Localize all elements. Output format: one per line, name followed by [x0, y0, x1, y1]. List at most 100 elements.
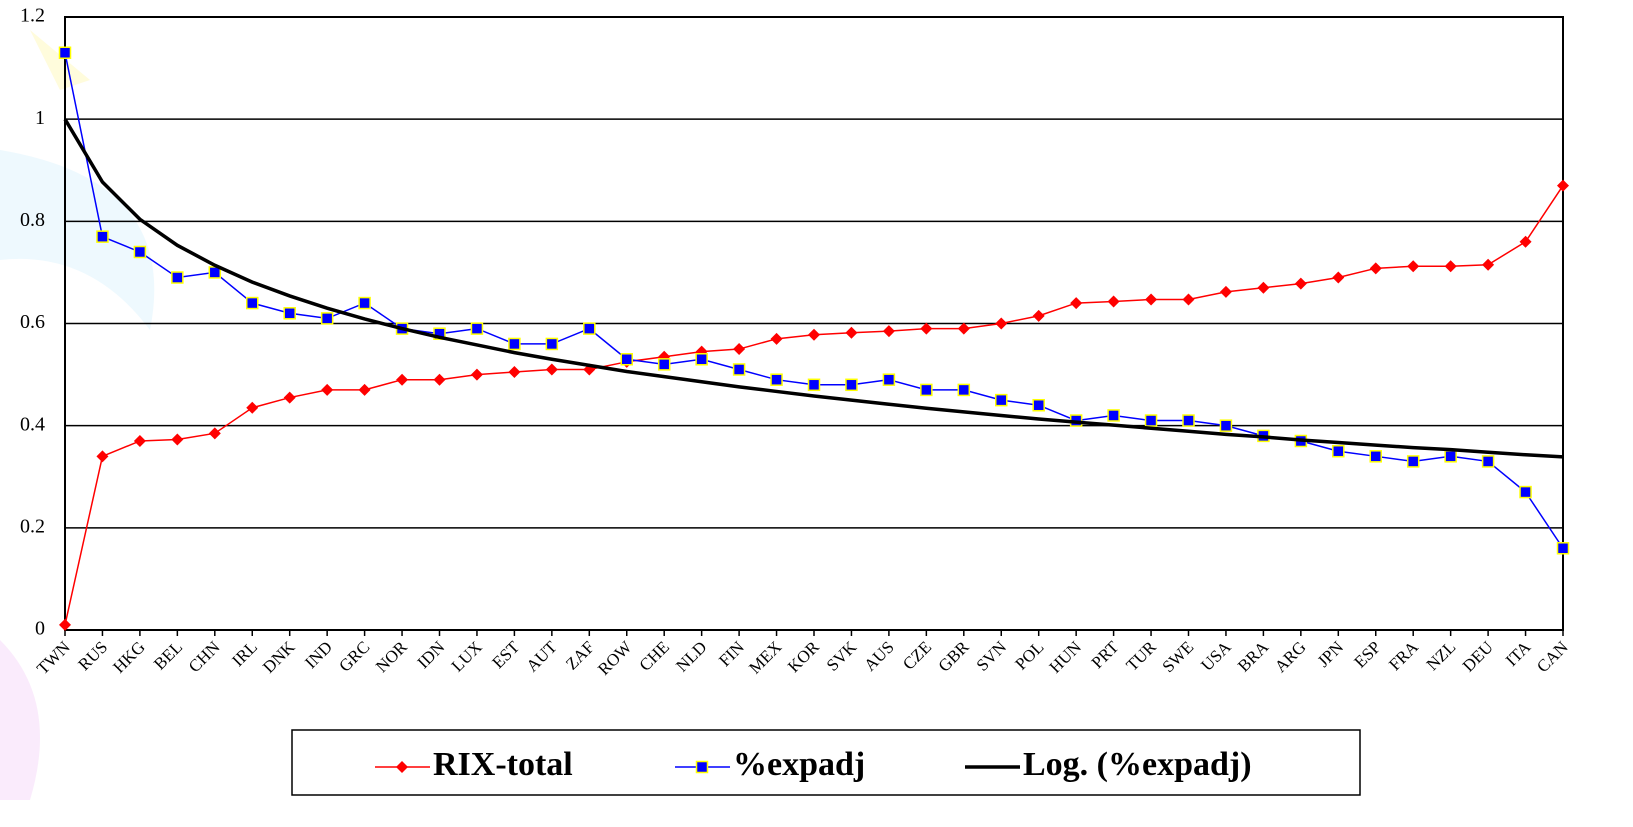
square-marker	[732, 363, 746, 376]
square-marker	[1444, 450, 1457, 463]
square-marker	[845, 378, 858, 392]
square-marker	[620, 353, 633, 366]
square-marker	[957, 383, 971, 397]
square-marker	[320, 312, 334, 325]
diamond-marker	[845, 326, 858, 339]
series	[58, 46, 1570, 555]
x-tick-label: CHN	[185, 637, 224, 676]
x-tick-label: FRA	[1385, 637, 1422, 674]
x-tick-label: GBR	[934, 637, 973, 676]
diamond-marker	[1332, 271, 1345, 284]
square-marker	[1481, 455, 1495, 468]
square-marker	[695, 760, 709, 774]
square-marker	[171, 271, 184, 284]
x-tick-label: NZL	[1423, 637, 1460, 674]
diamond-marker	[1257, 281, 1270, 294]
series	[59, 179, 1569, 631]
square-marker	[1144, 414, 1158, 427]
diamond-marker	[1519, 235, 1532, 248]
diamond-marker	[882, 325, 895, 338]
x-tick-label: ITA	[1502, 637, 1535, 670]
diamond-marker	[396, 761, 408, 773]
diamond-marker	[1032, 309, 1045, 322]
x-tick-label: DNK	[259, 637, 299, 677]
x-tick-label: LUX	[448, 637, 486, 675]
x-tick-label: USA	[1197, 637, 1235, 675]
diamond-marker	[957, 322, 970, 335]
y-tick-label: 0.2	[20, 515, 45, 537]
square-marker	[807, 378, 821, 392]
square-marker	[96, 230, 109, 243]
square-marker	[433, 327, 446, 340]
series-line	[64, 52, 1564, 549]
diamond-marker	[1182, 293, 1195, 306]
square-marker	[1369, 450, 1382, 463]
x-tick-label: RUS	[74, 637, 111, 674]
diamond-marker	[321, 383, 334, 396]
x-tick-label: SWE	[1159, 637, 1198, 676]
y-tick-label: 1.2	[20, 5, 45, 27]
x-tick-label: FIN	[715, 637, 748, 670]
square-marker	[1406, 455, 1420, 468]
diamond-marker	[1219, 285, 1232, 298]
x-tick-label: GRC	[335, 637, 373, 675]
diamond-marker	[995, 317, 1008, 330]
x-tick-label: IND	[301, 637, 336, 672]
diamond-marker	[283, 391, 296, 404]
square-marker	[1182, 414, 1195, 427]
y-tick-label: 0.4	[20, 413, 45, 435]
y-tick-label: 1	[35, 107, 45, 129]
square-marker	[470, 322, 484, 335]
y-tick-label: 0	[35, 618, 45, 640]
diamond-marker	[920, 322, 933, 335]
square-marker	[1556, 542, 1570, 555]
background-decor	[0, 30, 155, 800]
diamond-marker	[1407, 260, 1420, 273]
diamond-marker	[1107, 295, 1120, 308]
x-tick-label: MEX	[745, 637, 785, 677]
x-tick-label: DEU	[1459, 637, 1497, 675]
square-marker	[545, 337, 559, 351]
square-marker	[1219, 419, 1233, 432]
x-tick-label: HUN	[1045, 637, 1084, 676]
diamond-marker	[246, 401, 259, 414]
x-tick-label: TUR	[1122, 637, 1160, 675]
diamond-marker	[545, 363, 558, 376]
x-tick-label: BRA	[1234, 637, 1273, 676]
diamond-marker	[396, 373, 409, 386]
diamond-marker	[133, 434, 146, 447]
series-line	[64, 185, 1564, 626]
diamond-marker	[770, 332, 783, 345]
square-marker	[133, 245, 147, 259]
diamond-marker	[433, 373, 446, 386]
x-tick-label: HKG	[109, 637, 148, 676]
x-tick-label: KOR	[784, 637, 823, 676]
diamond-marker	[733, 343, 746, 356]
legend	[291, 729, 1361, 796]
diamond-marker	[358, 383, 371, 396]
y-tick-label: 0.6	[20, 311, 45, 333]
diamond-marker	[1369, 262, 1382, 275]
x-tick-label: CZE	[899, 637, 935, 673]
diamond-marker	[470, 368, 483, 381]
square-marker	[770, 373, 783, 386]
square-marker	[508, 337, 521, 351]
legend-label: RIX-total	[433, 746, 573, 783]
diamond-marker	[808, 328, 820, 341]
square-marker	[1032, 398, 1045, 412]
square-marker	[995, 393, 1008, 407]
diamond-marker	[96, 450, 109, 463]
square-marker	[58, 46, 72, 60]
x-tick-label: JPN	[1314, 637, 1347, 670]
square-marker	[920, 383, 933, 397]
x-tick-label: POL	[1011, 637, 1047, 673]
x-tick-label: ROW	[594, 637, 636, 679]
x-tick-label: AUS	[860, 637, 897, 674]
x-tick-label: IRL	[228, 637, 261, 670]
series	[63, 118, 1564, 459]
x-tick-label: NLD	[672, 637, 710, 675]
square-marker	[657, 358, 671, 371]
square-marker	[1107, 409, 1120, 422]
legend-label: Log. (%expadj)	[1023, 746, 1252, 783]
